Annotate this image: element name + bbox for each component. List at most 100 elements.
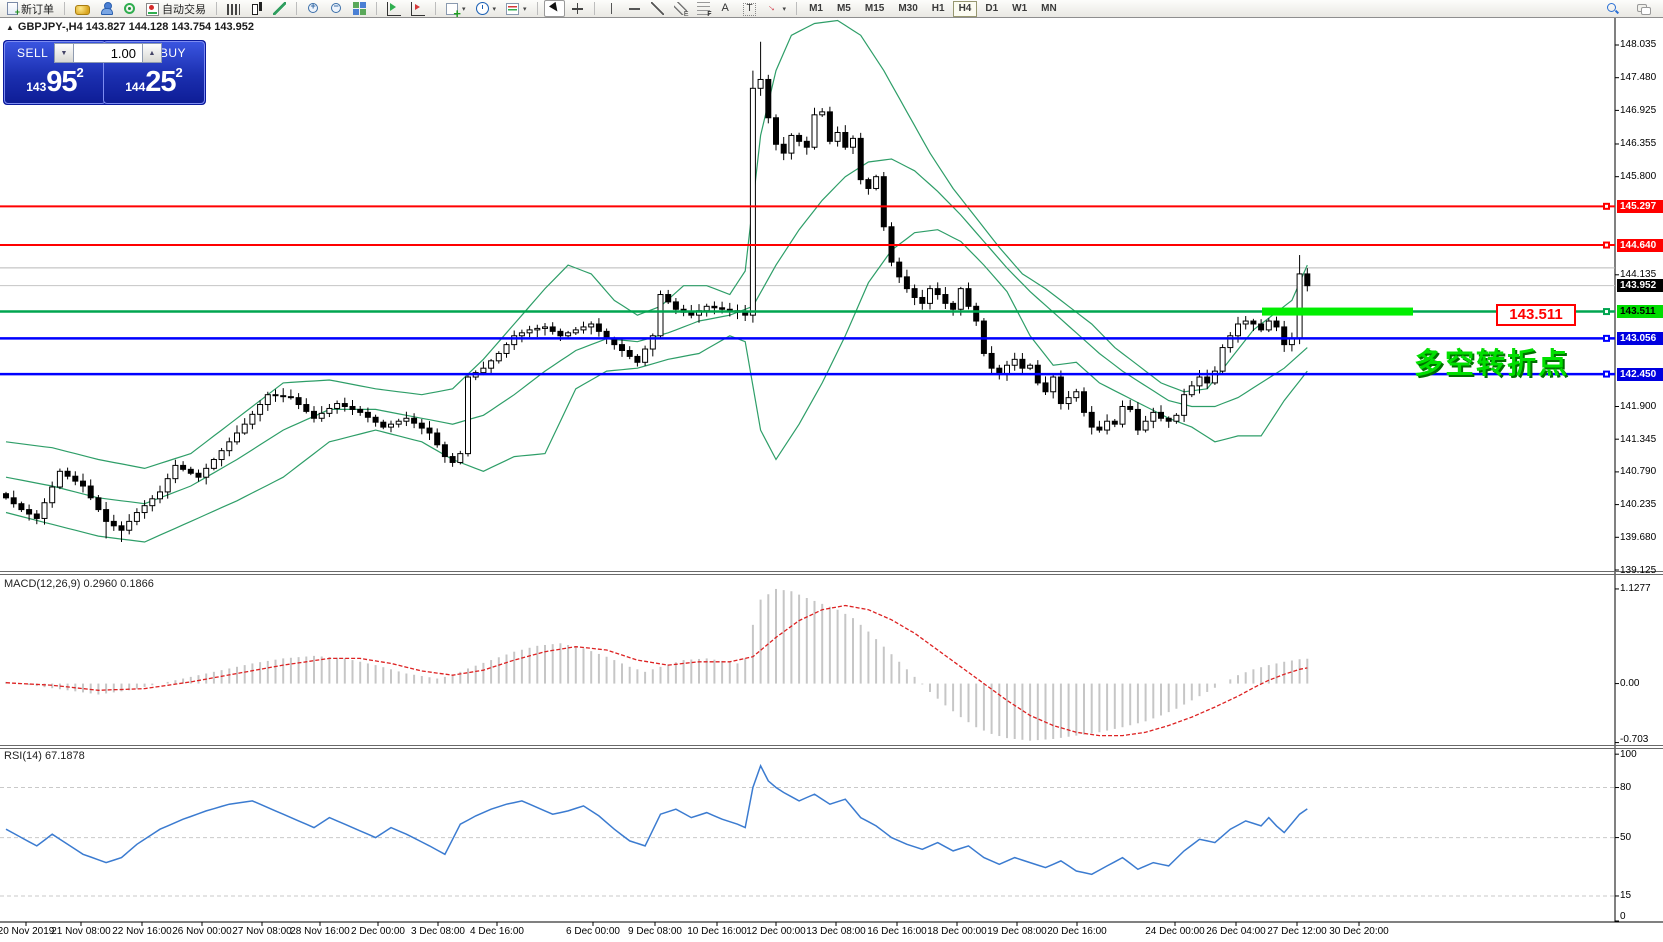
hline-icon: [628, 2, 641, 15]
line-chart-button[interactable]: [269, 0, 290, 17]
current-price-tag: 143.952: [1617, 279, 1663, 293]
cursor-button[interactable]: [543, 0, 565, 17]
macd-axis-label: -0.703: [1620, 733, 1649, 745]
candles-icon: [250, 2, 263, 15]
hline-price-tag: 143.511: [1617, 305, 1663, 319]
arrows-icon: [766, 2, 779, 15]
toolbar-separator: [536, 2, 538, 15]
lot-decrease-button[interactable]: ▼: [54, 43, 74, 63]
hline-price-tag: 145.297: [1617, 199, 1663, 213]
timeframe-m15-button[interactable]: M15: [864, 2, 885, 14]
time-axis-label: 30 Dec 20:00: [1329, 926, 1389, 937]
rsi-axis-label: 80: [1620, 782, 1632, 794]
price-axis-label: 144.135: [1620, 269, 1657, 281]
time-axis-label: 27 Dec 12:00: [1267, 926, 1327, 937]
sell-price: 143952: [26, 65, 84, 98]
vertical-line-button[interactable]: [601, 0, 622, 17]
zoom-in-icon: [307, 1, 320, 15]
trendline-icon: [650, 2, 664, 15]
template-icon: [506, 3, 520, 15]
symbol-quote-text: GBPJPY-,H4 143.827 144.128 143.754 143.9…: [17, 21, 254, 33]
profile-button[interactable]: [96, 0, 117, 17]
time-axis-label: 21 Nov 08:00: [51, 926, 111, 937]
chevron-down-icon: ▾: [462, 5, 466, 13]
time-axis-label: 10 Dec 16:00: [687, 926, 747, 937]
time-axis-label: 26 Nov 00:00: [172, 926, 232, 937]
time-axis-label: 24 Dec 00:00: [1145, 926, 1205, 937]
hline-price-tag: 143.056: [1617, 331, 1663, 345]
gold-icon: [75, 4, 90, 15]
trendline-button[interactable]: [647, 0, 668, 17]
collapse-panel-icon[interactable]: ▲: [6, 23, 14, 32]
auto-scroll-button[interactable]: [383, 0, 405, 17]
macd-indicator-label: MACD(12,26,9) 0.2960 0.1866: [4, 578, 154, 590]
text-label-button[interactable]: [739, 0, 760, 17]
timeframe-w1-button[interactable]: W1: [1012, 2, 1028, 14]
add-indicator-icon: [446, 3, 461, 19]
new-order-button-label: 新订单: [21, 3, 54, 16]
price-axis-label: 140.790: [1620, 466, 1657, 478]
time-axis-label: 19 Dec 08:00: [987, 926, 1047, 937]
autotrading-button[interactable]: 自动交易: [142, 0, 210, 17]
periods-button[interactable]: ▾: [472, 0, 501, 17]
time-axis-label: 16 Dec 16:00: [867, 926, 927, 937]
time-axis-label: 26 Dec 04:00: [1206, 926, 1266, 937]
fibonacci-button[interactable]: [693, 0, 714, 18]
timeframe-m5-button[interactable]: M5: [836, 2, 851, 14]
templates-button[interactable]: ▾: [502, 0, 531, 17]
chat-button[interactable]: [1633, 0, 1654, 17]
time-axis-label: 20 Nov 2019: [0, 926, 55, 937]
search-button[interactable]: [1602, 0, 1623, 17]
lot-size-input[interactable]: [74, 43, 142, 63]
toolbar-separator: [216, 2, 217, 15]
rsi-axis-label: 100: [1620, 748, 1637, 760]
symbol-info[interactable]: ▲ GBPJPY-,H4 143.827 144.128 143.754 143.…: [6, 21, 254, 33]
price-axis-label: 146.355: [1620, 138, 1657, 150]
price-axis-label: 146.925: [1620, 104, 1657, 116]
horizontal-line-button[interactable]: [624, 0, 645, 17]
timeframe-mn-button[interactable]: MN: [1041, 2, 1057, 14]
crosshair-button[interactable]: [567, 0, 588, 17]
text-icon: [720, 2, 733, 15]
line-icon: [273, 2, 286, 15]
bar-chart-button[interactable]: [223, 0, 244, 17]
candlestick-chart-button[interactable]: [246, 0, 267, 17]
autotrading-button-label: 自动交易: [162, 3, 206, 16]
new-order-icon: [7, 2, 20, 17]
search-icon: [1606, 2, 1619, 15]
time-axis-label: 27 Nov 08:00: [232, 926, 292, 937]
tile-windows-button[interactable]: [349, 0, 370, 17]
main-toolbar: 新订单 自动交易 ▾ ▾ ▾ ▾ M1 M5 M15 M30 H1 H4 D1 W1 MN: [0, 0, 1663, 19]
timeframe-h4-button[interactable]: H4: [952, 0, 978, 17]
timeframe-m30-button[interactable]: M30: [898, 2, 918, 14]
text-button[interactable]: [716, 0, 737, 17]
timeframe-m1-button[interactable]: M1: [809, 2, 823, 14]
turning-point-annotation[interactable]: 多空转折点: [1414, 348, 1570, 380]
toolbar-separator: [296, 2, 297, 15]
new-order-button[interactable]: 新订单: [3, 0, 58, 17]
crosshair-icon: [571, 2, 584, 15]
time-axis-label: 4 Dec 16:00: [470, 926, 524, 937]
zoom-in-button[interactable]: [303, 0, 324, 17]
timeframe-h1-button[interactable]: H1: [931, 2, 945, 14]
arrows-button[interactable]: ▾: [762, 0, 791, 17]
price-callout-label[interactable]: 143.511: [1496, 304, 1576, 326]
chevron-down-icon: ▾: [492, 5, 497, 13]
chart-shift-icon: [411, 1, 425, 16]
timeframe-d1-button[interactable]: D1: [985, 2, 999, 14]
time-axis-label: 20 Dec 16:00: [1047, 926, 1107, 937]
fibonacci-icon: [696, 2, 712, 18]
chat-icon: [1637, 2, 1651, 15]
lot-increase-button[interactable]: ▲: [142, 43, 162, 63]
indicators-button[interactable]: ▾: [442, 0, 470, 19]
signals-button[interactable]: [119, 0, 140, 17]
zoom-out-button[interactable]: [326, 0, 347, 17]
time-axis-label: 9 Dec 08:00: [628, 926, 682, 937]
quotes-button[interactable]: [71, 0, 94, 17]
equidistant-channel-button[interactable]: [670, 0, 691, 18]
cursor-icon: [548, 2, 561, 15]
price-axis-label: 141.345: [1620, 433, 1657, 445]
auto-scroll-icon: [387, 1, 401, 16]
chart-shift-button[interactable]: [407, 0, 429, 17]
